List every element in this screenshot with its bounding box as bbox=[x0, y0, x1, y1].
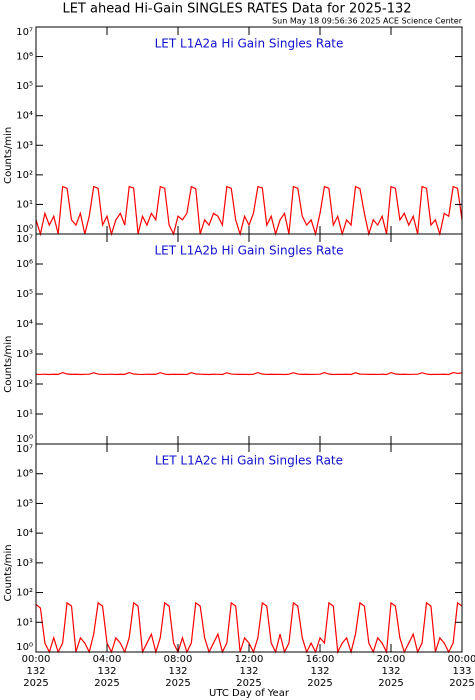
x-tick-label: 20:00 bbox=[377, 654, 406, 665]
x-tick-day: 132 bbox=[97, 666, 116, 677]
x-tick-day: 132 bbox=[26, 666, 45, 677]
x-tick-day: 132 bbox=[310, 666, 329, 677]
y-tick-label: 10⁵ bbox=[16, 498, 33, 509]
x-tick-label: 08:00 bbox=[164, 654, 193, 665]
y-tick-label: 10⁶ bbox=[16, 469, 33, 480]
x-tick-day: 133 bbox=[452, 666, 471, 677]
y-tick-label: 10⁶ bbox=[16, 259, 33, 270]
y-tick-label: 10⁰ bbox=[16, 434, 33, 445]
data-line bbox=[35, 185, 463, 237]
y-tick-label: 10⁰ bbox=[16, 642, 33, 653]
y-tick-label: 10⁰ bbox=[16, 224, 33, 235]
x-tick-year: 2025 bbox=[307, 678, 332, 689]
data-line bbox=[35, 371, 463, 376]
y-tick-label: 10³ bbox=[16, 558, 33, 569]
x-tick-year: 2025 bbox=[23, 678, 48, 689]
y-tick-label: 10³ bbox=[16, 349, 33, 360]
x-axis-label: UTC Day of Year bbox=[209, 688, 290, 699]
x-tick-year: 2025 bbox=[236, 678, 261, 689]
timestamp: Sun May 18 09:56:36 2025 ACE Science Cen… bbox=[272, 17, 463, 26]
y-axis-label: Counts/min bbox=[3, 127, 14, 184]
y-tick-label: 10⁴ bbox=[16, 111, 33, 122]
y-tick-label: 10¹ bbox=[16, 617, 33, 628]
x-tick-year: 2025 bbox=[94, 678, 119, 689]
data-line bbox=[35, 601, 463, 655]
x-tick-year: 2025 bbox=[378, 678, 403, 689]
y-tick-label: 10⁷ bbox=[16, 444, 33, 455]
y-tick-label: 10² bbox=[16, 170, 33, 181]
x-tick-year: 2025 bbox=[165, 678, 190, 689]
y-tick-label: 10⁵ bbox=[16, 81, 33, 92]
y-tick-label: 10¹ bbox=[16, 409, 33, 420]
x-tick-label: 12:00 bbox=[235, 654, 264, 665]
x-tick-day: 132 bbox=[381, 666, 400, 677]
panel-subtitle: LET L1A2b Hi Gain Singles Rate bbox=[154, 244, 343, 258]
x-tick-label: 16:00 bbox=[306, 654, 335, 665]
y-tick-label: 10¹ bbox=[16, 199, 33, 210]
y-axis-label: Counts/min bbox=[3, 336, 14, 393]
x-tick-label: 00:00 bbox=[448, 654, 475, 665]
y-tick-label: 10⁴ bbox=[16, 528, 33, 539]
x-tick-label: 00:00 bbox=[22, 654, 51, 665]
x-tick-day: 132 bbox=[239, 666, 258, 677]
y-tick-label: 10⁶ bbox=[16, 52, 33, 63]
y-tick-label: 10⁷ bbox=[16, 234, 33, 245]
y-tick-label: 10⁷ bbox=[16, 27, 33, 38]
y-tick-label: 10⁴ bbox=[16, 319, 33, 330]
y-tick-label: 10² bbox=[16, 379, 33, 390]
y-axis-label: Counts/min bbox=[3, 544, 14, 601]
y-tick-label: 10⁵ bbox=[16, 289, 33, 300]
x-tick-label: 04:00 bbox=[93, 654, 122, 665]
y-tick-label: 10³ bbox=[16, 140, 33, 151]
page-title: LET ahead Hi-Gain SINGLES RATES Data for… bbox=[62, 2, 411, 17]
panel-subtitle: LET L1A2a Hi Gain Singles Rate bbox=[155, 37, 344, 51]
x-tick-day: 132 bbox=[168, 666, 187, 677]
x-tick-year: 2025 bbox=[449, 678, 474, 689]
y-tick-label: 10² bbox=[16, 588, 33, 599]
panel-subtitle: LET L1A2c Hi Gain Singles Rate bbox=[155, 454, 343, 468]
